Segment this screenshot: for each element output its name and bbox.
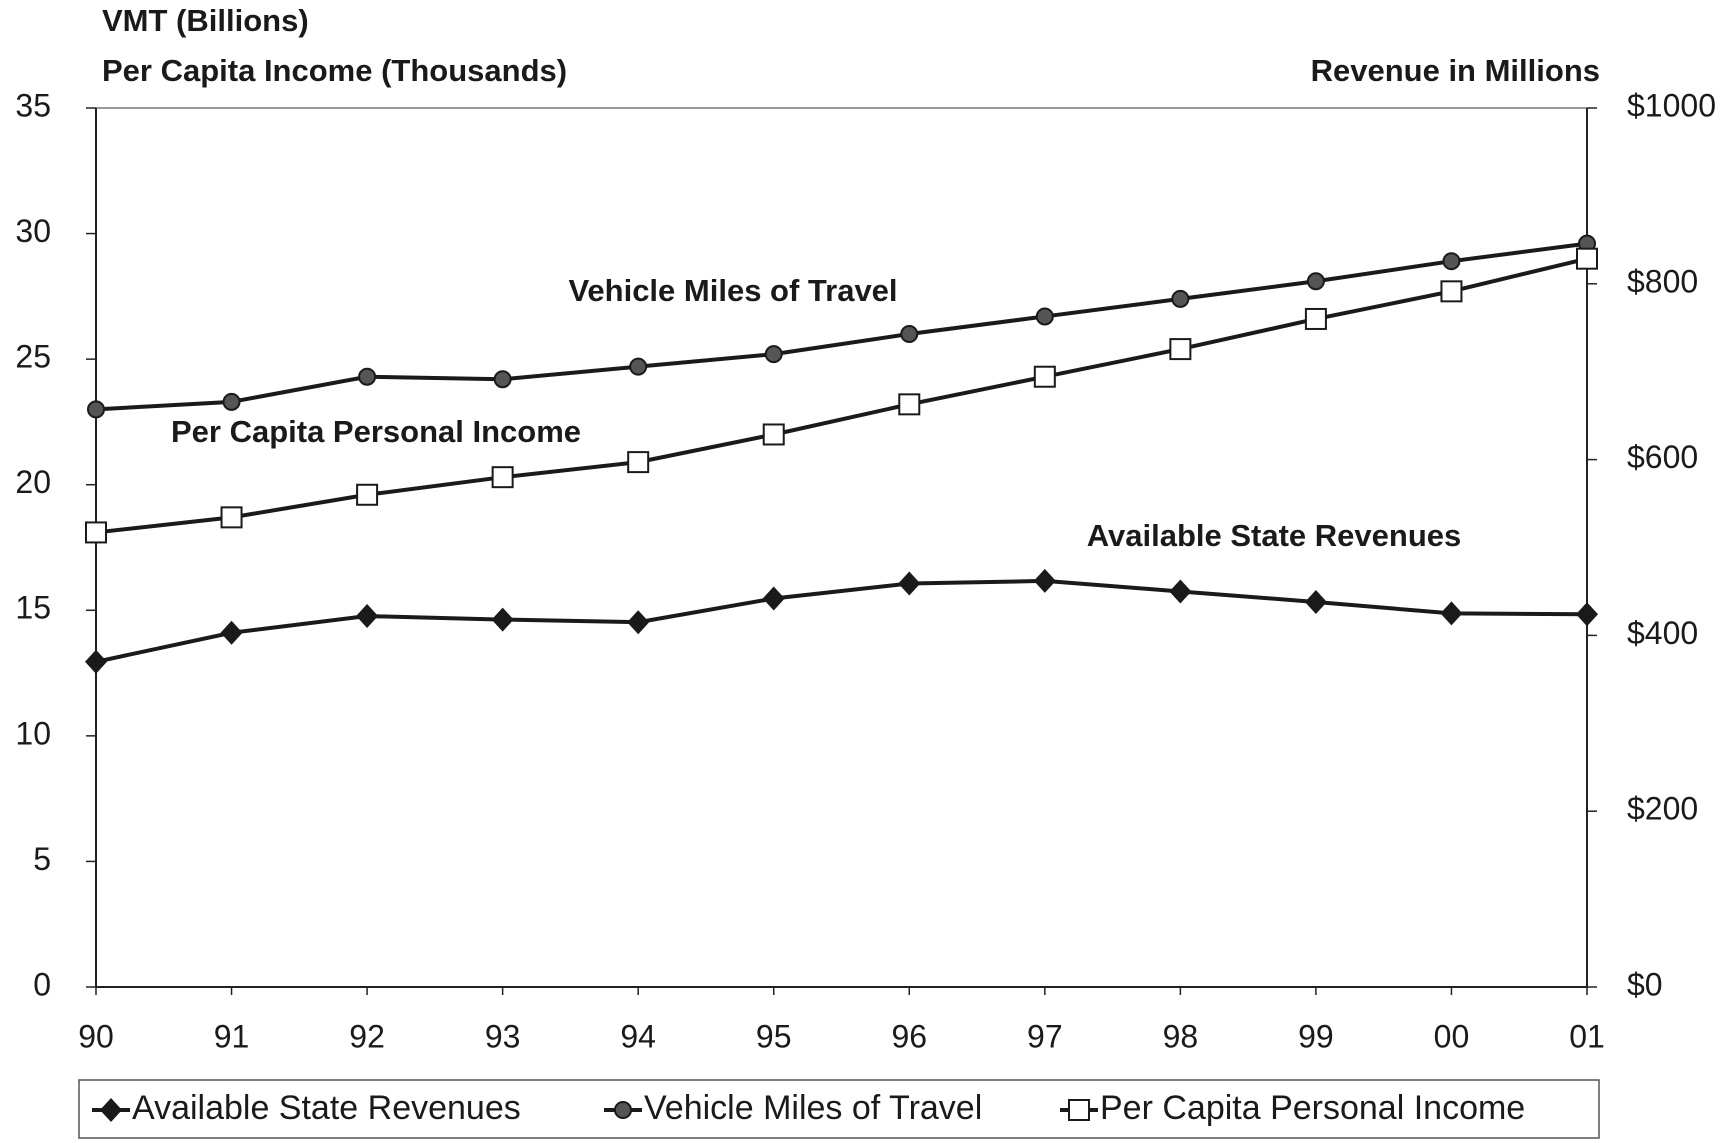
y-tick-label: 5 bbox=[33, 841, 51, 877]
square-marker bbox=[491, 466, 514, 489]
diamond-marker bbox=[762, 586, 785, 611]
legend-label: Vehicle Miles of Travel bbox=[644, 1089, 982, 1127]
legend-label: Available State Revenues bbox=[132, 1089, 521, 1127]
x-tick-label: 97 bbox=[1027, 1018, 1063, 1054]
y-axis-title: Per Capita Income (Thousands) bbox=[102, 53, 567, 88]
circle-marker bbox=[1306, 272, 1325, 291]
diamond-marker bbox=[1440, 601, 1463, 626]
circle-marker bbox=[87, 400, 105, 419]
square-marker bbox=[1068, 1099, 1090, 1121]
square-marker bbox=[1304, 307, 1327, 330]
y2-tick-label: $0 bbox=[1627, 966, 1663, 1002]
legend-label: Per Capita Personal Income bbox=[1100, 1089, 1525, 1127]
x-tick-label: 98 bbox=[1163, 1018, 1199, 1054]
y2-tick-label: $800 bbox=[1627, 263, 1698, 299]
y2-tick-label: $600 bbox=[1627, 439, 1698, 475]
diamond-marker bbox=[356, 604, 379, 629]
diamond-marker bbox=[627, 610, 650, 635]
square-marker bbox=[627, 451, 650, 474]
square-marker bbox=[898, 393, 921, 416]
legend-box bbox=[78, 1079, 1600, 1139]
y-tick-label: 30 bbox=[15, 213, 51, 249]
y2-tick-label: $200 bbox=[1627, 791, 1698, 827]
circle-marker bbox=[358, 367, 377, 386]
y-tick-label: 20 bbox=[15, 464, 51, 500]
x-tick-label: 90 bbox=[78, 1018, 114, 1054]
square-marker bbox=[762, 423, 785, 446]
y2-axis-title: Revenue in Millions bbox=[1311, 53, 1600, 88]
square-marker bbox=[1440, 280, 1463, 303]
y2-tick-label: $400 bbox=[1627, 615, 1698, 651]
x-tick-label: 96 bbox=[891, 1018, 927, 1054]
square-marker bbox=[1576, 247, 1598, 270]
circle-marker bbox=[222, 392, 241, 411]
x-tick-label: 92 bbox=[349, 1018, 385, 1054]
circle-marker bbox=[629, 357, 648, 376]
square-marker bbox=[220, 506, 243, 529]
y-tick-label: 10 bbox=[15, 715, 51, 751]
y-tick-label: 25 bbox=[15, 339, 51, 375]
circle-marker bbox=[1442, 252, 1461, 271]
diamond-marker bbox=[85, 649, 107, 674]
y-tick-label: 15 bbox=[15, 590, 51, 626]
circle-marker bbox=[614, 1101, 632, 1119]
square-marker bbox=[1169, 338, 1192, 361]
x-tick-label: 94 bbox=[620, 1018, 656, 1054]
square-marker bbox=[1033, 365, 1056, 388]
x-tick-label: 00 bbox=[1434, 1018, 1470, 1054]
x-tick-label: 99 bbox=[1298, 1018, 1334, 1054]
diamond-marker bbox=[220, 620, 243, 645]
x-tick-label: 91 bbox=[214, 1018, 250, 1054]
circle-marker bbox=[1035, 307, 1054, 326]
series-line bbox=[95, 256, 1588, 535]
diamond-marker bbox=[1304, 589, 1327, 614]
circle-marker bbox=[1171, 289, 1190, 308]
y-axis-title: VMT (Billions) bbox=[102, 3, 309, 38]
diamond-marker bbox=[1033, 568, 1056, 593]
series-line bbox=[95, 578, 1588, 664]
annotation: Per Capita Personal Income bbox=[171, 414, 581, 449]
annotation: Available State Revenues bbox=[1087, 518, 1461, 553]
square-marker bbox=[85, 521, 107, 544]
series-line bbox=[95, 241, 1588, 412]
x-tick-label: 93 bbox=[485, 1018, 521, 1054]
x-tick-label: 01 bbox=[1569, 1018, 1605, 1054]
circle-marker bbox=[493, 370, 512, 389]
diamond-marker bbox=[491, 607, 514, 632]
diamond-marker bbox=[1576, 602, 1598, 627]
diamond-marker bbox=[898, 571, 921, 596]
diamond-marker bbox=[100, 1098, 122, 1122]
legend: Available State Revenues Vehicle Miles of… bbox=[78, 1079, 1600, 1139]
circle-marker bbox=[764, 345, 783, 364]
y-tick-label: 0 bbox=[33, 966, 51, 1002]
square-marker bbox=[356, 483, 379, 506]
y2-tick-label: $1000 bbox=[1627, 87, 1716, 123]
circle-marker bbox=[900, 325, 919, 344]
annotation: Vehicle Miles of Travel bbox=[568, 273, 897, 308]
y-tick-label: 35 bbox=[15, 87, 51, 123]
diamond-marker bbox=[1169, 579, 1192, 604]
x-tick-label: 95 bbox=[756, 1018, 792, 1054]
